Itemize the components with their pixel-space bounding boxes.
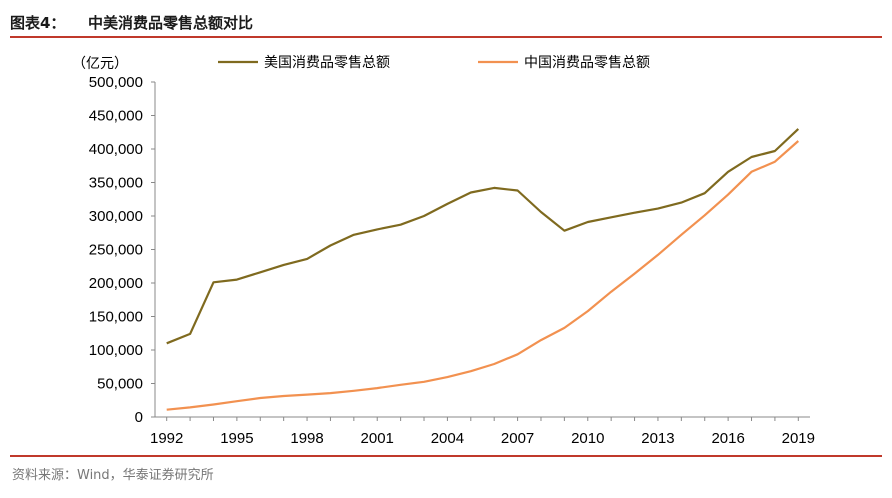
figure-header: 图表4： 中美消费品零售总额对比 <box>10 10 882 36</box>
x-tick-label: 1992 <box>150 430 183 447</box>
y-axis-unit-label: （亿元） <box>72 56 128 72</box>
x-tick-label: 2010 <box>571 430 604 447</box>
y-tick-label: 200,000 <box>89 275 143 292</box>
x-tick-label: 2013 <box>641 430 674 447</box>
legend-label: 美国消费品零售总额 <box>264 55 390 71</box>
y-tick-label: 300,000 <box>89 208 143 225</box>
x-tick-label: 2019 <box>782 430 815 447</box>
figure-label: 图表4： <box>10 14 66 32</box>
series-layer <box>166 128 800 411</box>
y-tick-label: 0 <box>135 409 143 426</box>
y-tick-label: 100,000 <box>89 342 143 359</box>
legend: 美国消费品零售总额 中国消费品零售总额 <box>218 55 650 71</box>
y-tick-label: 50,000 <box>97 376 143 393</box>
y-tick-label: 400,000 <box>89 141 143 158</box>
header-divider <box>10 36 882 38</box>
x-tick-label: 2004 <box>431 430 464 447</box>
x-tick-label: 2016 <box>711 430 744 447</box>
x-axis: 1992 1995 1998 2001 2004 2007 2010 2013 2016 2019 <box>150 416 815 447</box>
footer-divider <box>10 455 882 457</box>
x-tick-label: 1995 <box>220 430 253 447</box>
x-tick-label: 2001 <box>361 430 394 447</box>
source-note: 资料来源：Wind，华泰证券研究所 <box>12 468 214 483</box>
line-chart: （亿元） 美国消费品零售总额 中国消费品零售总额 0 50,000 100,000 15… <box>72 55 815 447</box>
series-line-us <box>166 128 800 345</box>
chart-title: 中美消费品零售总额对比 <box>88 14 254 32</box>
y-axis: 0 50,000 100,000 150,000 200,000 250,000 300,0… <box>89 74 156 426</box>
y-tick-label: 350,000 <box>89 175 143 192</box>
y-tick-label: 450,000 <box>89 108 143 125</box>
y-tick-label: 150,000 <box>89 309 143 326</box>
y-tick-label: 500,000 <box>89 74 143 91</box>
series-line-cn <box>166 140 800 411</box>
x-tick-label: 1998 <box>290 430 323 447</box>
legend-label: 中国消费品零售总额 <box>524 55 650 71</box>
y-tick-label: 250,000 <box>89 242 143 259</box>
x-tick-label: 2007 <box>501 430 534 447</box>
